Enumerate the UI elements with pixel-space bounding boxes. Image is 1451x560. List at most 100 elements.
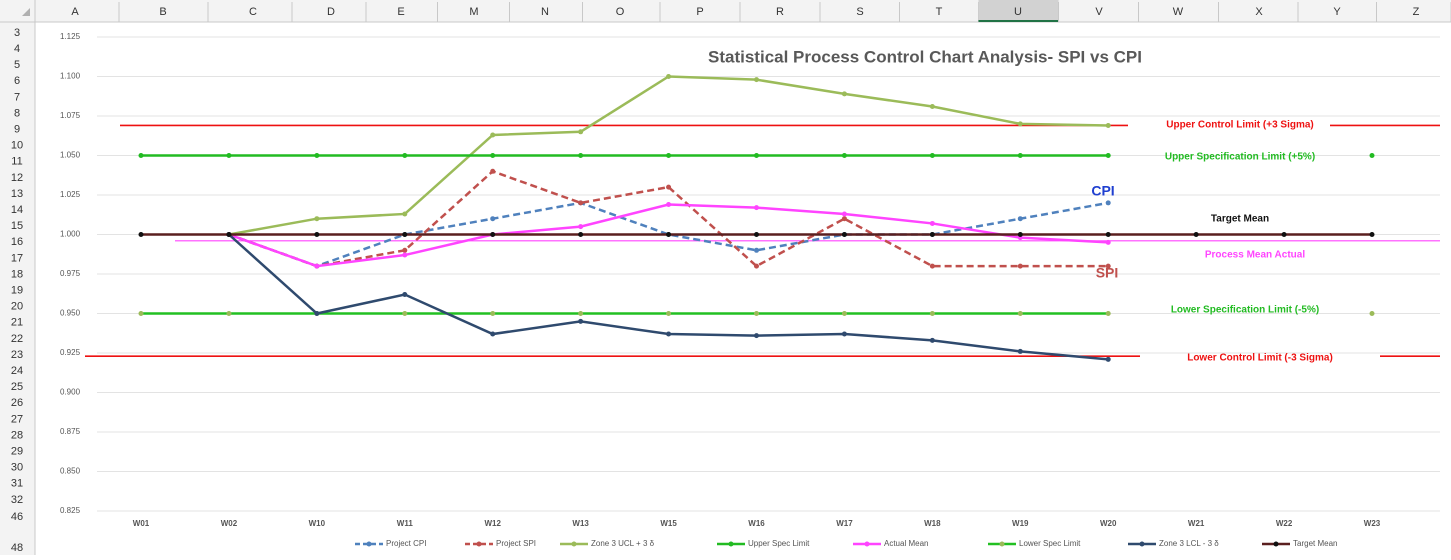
row-header[interactable]: 9	[14, 124, 20, 136]
row-header[interactable]: 19	[11, 285, 23, 297]
row-header[interactable]: 23	[11, 349, 23, 361]
column-header[interactable]: E	[397, 6, 404, 18]
data-point	[1105, 122, 1111, 128]
column-header[interactable]: P	[696, 6, 703, 18]
row-header[interactable]: 6	[14, 75, 20, 87]
row-header[interactable]: 14	[11, 204, 23, 216]
x-tick-label: W22	[1276, 519, 1293, 528]
legend-marker	[476, 541, 482, 547]
column-header[interactable]: Y	[1333, 6, 1341, 18]
row-header[interactable]: 31	[11, 478, 23, 490]
row-header[interactable]: 18	[11, 268, 23, 280]
data-point	[754, 311, 759, 316]
row-header[interactable]: 29	[11, 446, 23, 458]
legend-marker	[1273, 541, 1279, 547]
column-header[interactable]: B	[159, 6, 166, 18]
data-point	[402, 292, 408, 298]
column-header[interactable]: W	[1173, 6, 1184, 18]
data-point	[578, 200, 584, 206]
row-header[interactable]: 13	[11, 188, 23, 200]
row-header[interactable]: 26	[11, 397, 23, 409]
row-header[interactable]: 11	[11, 156, 22, 168]
row-header[interactable]: 30	[11, 462, 23, 474]
data-point	[490, 132, 496, 138]
x-tick-label: W17	[836, 519, 853, 528]
column-header[interactable]: T	[936, 6, 943, 18]
annotation: CPI	[1091, 183, 1114, 199]
annotation: Process Mean Actual	[1205, 250, 1305, 261]
data-point	[490, 232, 496, 237]
row-header[interactable]: 20	[11, 301, 23, 313]
row-header[interactable]: 7	[14, 91, 20, 103]
column-header[interactable]: A	[71, 6, 79, 18]
column-header[interactable]: X	[1255, 6, 1263, 18]
row-header[interactable]: 27	[11, 413, 23, 425]
data-point	[841, 211, 847, 217]
row-header[interactable]: 48	[11, 542, 23, 554]
row-header[interactable]: 22	[11, 333, 23, 345]
data-point	[841, 91, 847, 97]
column-header[interactable]: N	[541, 6, 549, 18]
column-header[interactable]: Z	[1413, 6, 1420, 18]
row-header[interactable]: 5	[14, 59, 20, 71]
legend-marker	[366, 541, 372, 547]
annotation: SPI	[1096, 265, 1119, 281]
data-point	[578, 129, 584, 135]
column-header[interactable]: C	[249, 6, 257, 18]
data-point	[578, 153, 584, 158]
data-point	[402, 311, 408, 316]
data-point	[929, 153, 935, 158]
legend-marker	[999, 541, 1005, 547]
row-header[interactable]: 24	[11, 365, 23, 377]
data-point	[402, 232, 408, 237]
data-point	[1017, 153, 1023, 158]
data-point	[490, 331, 496, 337]
data-point	[841, 153, 847, 158]
row-header[interactable]: 17	[11, 252, 23, 264]
annotation: Target Mean	[1211, 214, 1269, 225]
y-tick-label: 1.000	[60, 230, 81, 239]
row-header[interactable]: 12	[11, 172, 23, 184]
column-header[interactable]: M	[469, 6, 478, 18]
select-all-corner[interactable]	[22, 8, 30, 16]
row-header[interactable]: 16	[11, 236, 23, 248]
data-point	[666, 184, 672, 190]
legend-label: Zone 3 LCL - 3 δ	[1159, 539, 1219, 548]
column-header[interactable]: S	[856, 6, 863, 18]
row-header[interactable]: 32	[11, 494, 23, 506]
data-point	[1369, 153, 1375, 158]
row-header[interactable]: 15	[11, 220, 23, 232]
data-point	[578, 232, 584, 237]
data-point	[841, 331, 847, 337]
row-header[interactable]: 25	[11, 381, 23, 393]
legend-label: Target Mean	[1293, 539, 1337, 548]
row-header[interactable]: 4	[14, 43, 20, 55]
chart-title: Statistical Process Control Chart Analys…	[708, 47, 1142, 66]
column-header[interactable]: R	[776, 6, 784, 18]
x-tick-label: W16	[748, 519, 765, 528]
row-header[interactable]: 3	[14, 27, 20, 39]
data-point	[929, 337, 935, 343]
column-header[interactable]: V	[1095, 6, 1103, 18]
row-header[interactable]: 21	[11, 317, 23, 329]
selected-column-header	[978, 0, 1059, 22]
row-header[interactable]: 28	[11, 429, 23, 441]
data-point	[666, 311, 672, 316]
row-header[interactable]: 46	[11, 511, 23, 523]
row-header[interactable]: 10	[11, 140, 23, 152]
data-point	[402, 252, 408, 258]
data-point	[1105, 311, 1111, 316]
data-point	[138, 311, 144, 316]
y-tick-label: 0.850	[60, 467, 81, 476]
row-header[interactable]: 8	[14, 107, 20, 119]
row-header-bar	[0, 0, 35, 555]
column-header[interactable]: O	[616, 6, 625, 18]
x-tick-label: W23	[1364, 519, 1381, 528]
data-point	[138, 232, 144, 237]
column-header[interactable]: D	[327, 6, 335, 18]
data-point	[754, 77, 759, 83]
column-header[interactable]: U	[1014, 6, 1022, 18]
data-point	[578, 311, 584, 316]
data-point	[754, 153, 759, 158]
